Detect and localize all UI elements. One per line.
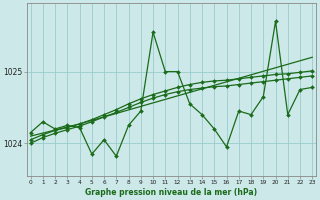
X-axis label: Graphe pression niveau de la mer (hPa): Graphe pression niveau de la mer (hPa) xyxy=(85,188,258,197)
